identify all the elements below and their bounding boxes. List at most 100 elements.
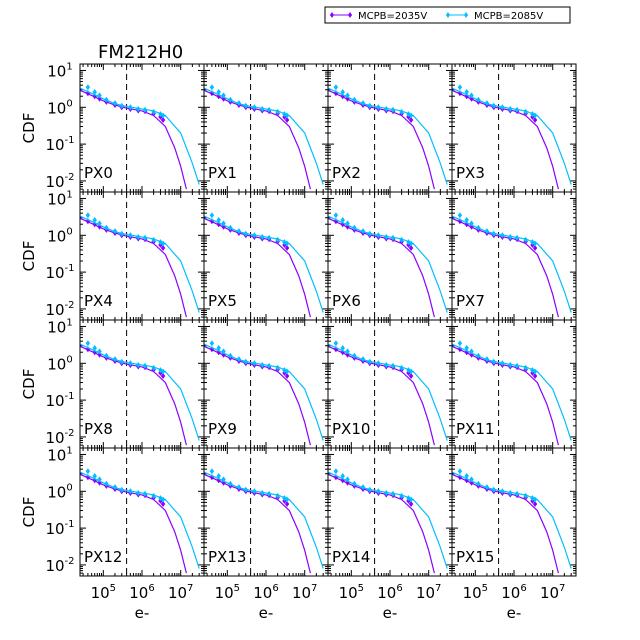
data-point-series-1 xyxy=(523,364,528,371)
data-point-series-1 xyxy=(160,368,166,375)
data-point-series-1 xyxy=(252,360,257,367)
data-point-series-1 xyxy=(266,490,272,497)
data-point-series-0 xyxy=(284,117,290,124)
panel-px4: PX4 101 100 10-1 10-2 CDF xyxy=(20,189,205,321)
data-point-series-1 xyxy=(151,236,156,243)
data-point-series-1 xyxy=(236,100,242,107)
y-tick-label: 100 xyxy=(47,98,72,117)
data-point-series-1 xyxy=(284,368,290,375)
y-tick-label: 10-1 xyxy=(45,519,74,538)
data-point-series-1 xyxy=(209,340,215,347)
panel-px3: PX3 xyxy=(451,63,577,193)
data-point-series-1 xyxy=(532,496,538,503)
data-point-series-1 xyxy=(399,236,404,243)
data-point-series-1 xyxy=(508,489,513,496)
x-tick-label: 107 xyxy=(168,583,193,602)
data-point-series-1 xyxy=(532,368,538,375)
x-tick-label: 105 xyxy=(91,583,116,602)
data-point-series-1 xyxy=(352,352,357,359)
data-point-series-1 xyxy=(243,230,248,237)
x-axis-label: e- xyxy=(259,604,274,622)
data-point-series-1 xyxy=(367,230,372,237)
panel-px14: PX14 105 106 107 e- xyxy=(327,447,453,622)
data-point-series-1 xyxy=(469,476,474,483)
data-point-series-1 xyxy=(260,233,265,240)
data-point-series-0 xyxy=(209,90,215,97)
x-tick-label: 106 xyxy=(253,583,278,602)
panel-px6: PX6 xyxy=(327,191,453,321)
data-point-series-1 xyxy=(209,84,215,91)
data-point-series-1 xyxy=(228,96,233,103)
data-point-series-1 xyxy=(491,102,496,109)
data-point-series-1 xyxy=(367,358,372,365)
y-tick-label: 101 xyxy=(47,61,72,80)
y-tick-label: 101 xyxy=(47,317,72,336)
data-point-series-1 xyxy=(142,362,148,369)
data-point-series-1 xyxy=(275,492,280,499)
data-point-series-1 xyxy=(399,492,404,499)
data-point-series-1 xyxy=(340,473,345,480)
x-tick-label: 107 xyxy=(292,583,317,602)
data-point-series-1 xyxy=(530,111,535,118)
data-point-series-1 xyxy=(384,233,389,240)
panel-px10: PX10 xyxy=(327,319,453,449)
data-point-series-1 xyxy=(367,486,372,493)
y-axis-label: CDF xyxy=(20,241,38,272)
data-point-series-1 xyxy=(399,364,404,371)
data-point-series-1 xyxy=(376,488,381,495)
data-point-series-1 xyxy=(85,84,91,91)
data-point-series-1 xyxy=(209,212,215,219)
data-point-series-1 xyxy=(160,496,166,503)
y-axis-label: CDF xyxy=(20,113,38,144)
data-point-series-1 xyxy=(532,240,538,247)
data-point-series-1 xyxy=(97,92,102,99)
data-point-series-1 xyxy=(275,364,280,371)
data-point-series-1 xyxy=(514,362,520,369)
data-point-series-1 xyxy=(491,358,496,365)
data-point-series-1 xyxy=(266,106,272,113)
y-axis-label: CDF xyxy=(20,497,38,528)
data-point-series-1 xyxy=(92,345,97,352)
data-point-series-1 xyxy=(252,488,257,495)
data-point-series-1 xyxy=(85,340,91,347)
data-point-series-1 xyxy=(469,92,474,99)
data-point-series-1 xyxy=(333,84,339,91)
data-point-series-1 xyxy=(160,112,166,119)
data-point-series-1 xyxy=(216,217,221,224)
data-point-series-1 xyxy=(243,358,248,365)
panel-frame xyxy=(451,447,577,577)
data-point-series-1 xyxy=(457,340,463,347)
data-point-series-1 xyxy=(514,490,520,497)
data-point-series-1 xyxy=(216,89,221,96)
data-point-series-1 xyxy=(484,356,490,363)
data-point-series-1 xyxy=(345,92,350,99)
data-point-series-1 xyxy=(266,234,272,241)
data-point-series-1 xyxy=(160,240,166,247)
data-point-series-1 xyxy=(476,96,481,103)
data-point-series-1 xyxy=(408,496,414,503)
data-point-series-1 xyxy=(92,217,97,224)
data-point-series-1 xyxy=(275,108,280,115)
data-point-series-1 xyxy=(151,492,156,499)
panel-label: PX2 xyxy=(332,164,361,182)
data-point-series-1 xyxy=(333,212,339,219)
data-point-series-1 xyxy=(508,233,513,240)
data-point-series-0 xyxy=(160,373,166,380)
data-point-series-1 xyxy=(260,489,265,496)
panel-label: PX3 xyxy=(456,164,485,182)
legend-marker xyxy=(348,12,352,18)
x-tick-label: 105 xyxy=(339,583,364,602)
data-point-series-1 xyxy=(112,484,118,491)
y-tick-label: 10-1 xyxy=(45,391,74,410)
data-point-series-1 xyxy=(104,352,109,359)
data-point-series-0 xyxy=(408,501,414,508)
panel-px11: PX11 xyxy=(451,319,577,449)
data-point-series-0 xyxy=(284,501,290,508)
data-point-series-1 xyxy=(228,224,233,231)
data-point-series-1 xyxy=(384,489,389,496)
data-point-series-1 xyxy=(92,473,97,480)
x-tick-label: 105 xyxy=(215,583,240,602)
y-tick-label: 10-2 xyxy=(45,172,74,191)
x-tick-label: 106 xyxy=(129,583,154,602)
panel-px5: PX5 xyxy=(203,191,329,321)
